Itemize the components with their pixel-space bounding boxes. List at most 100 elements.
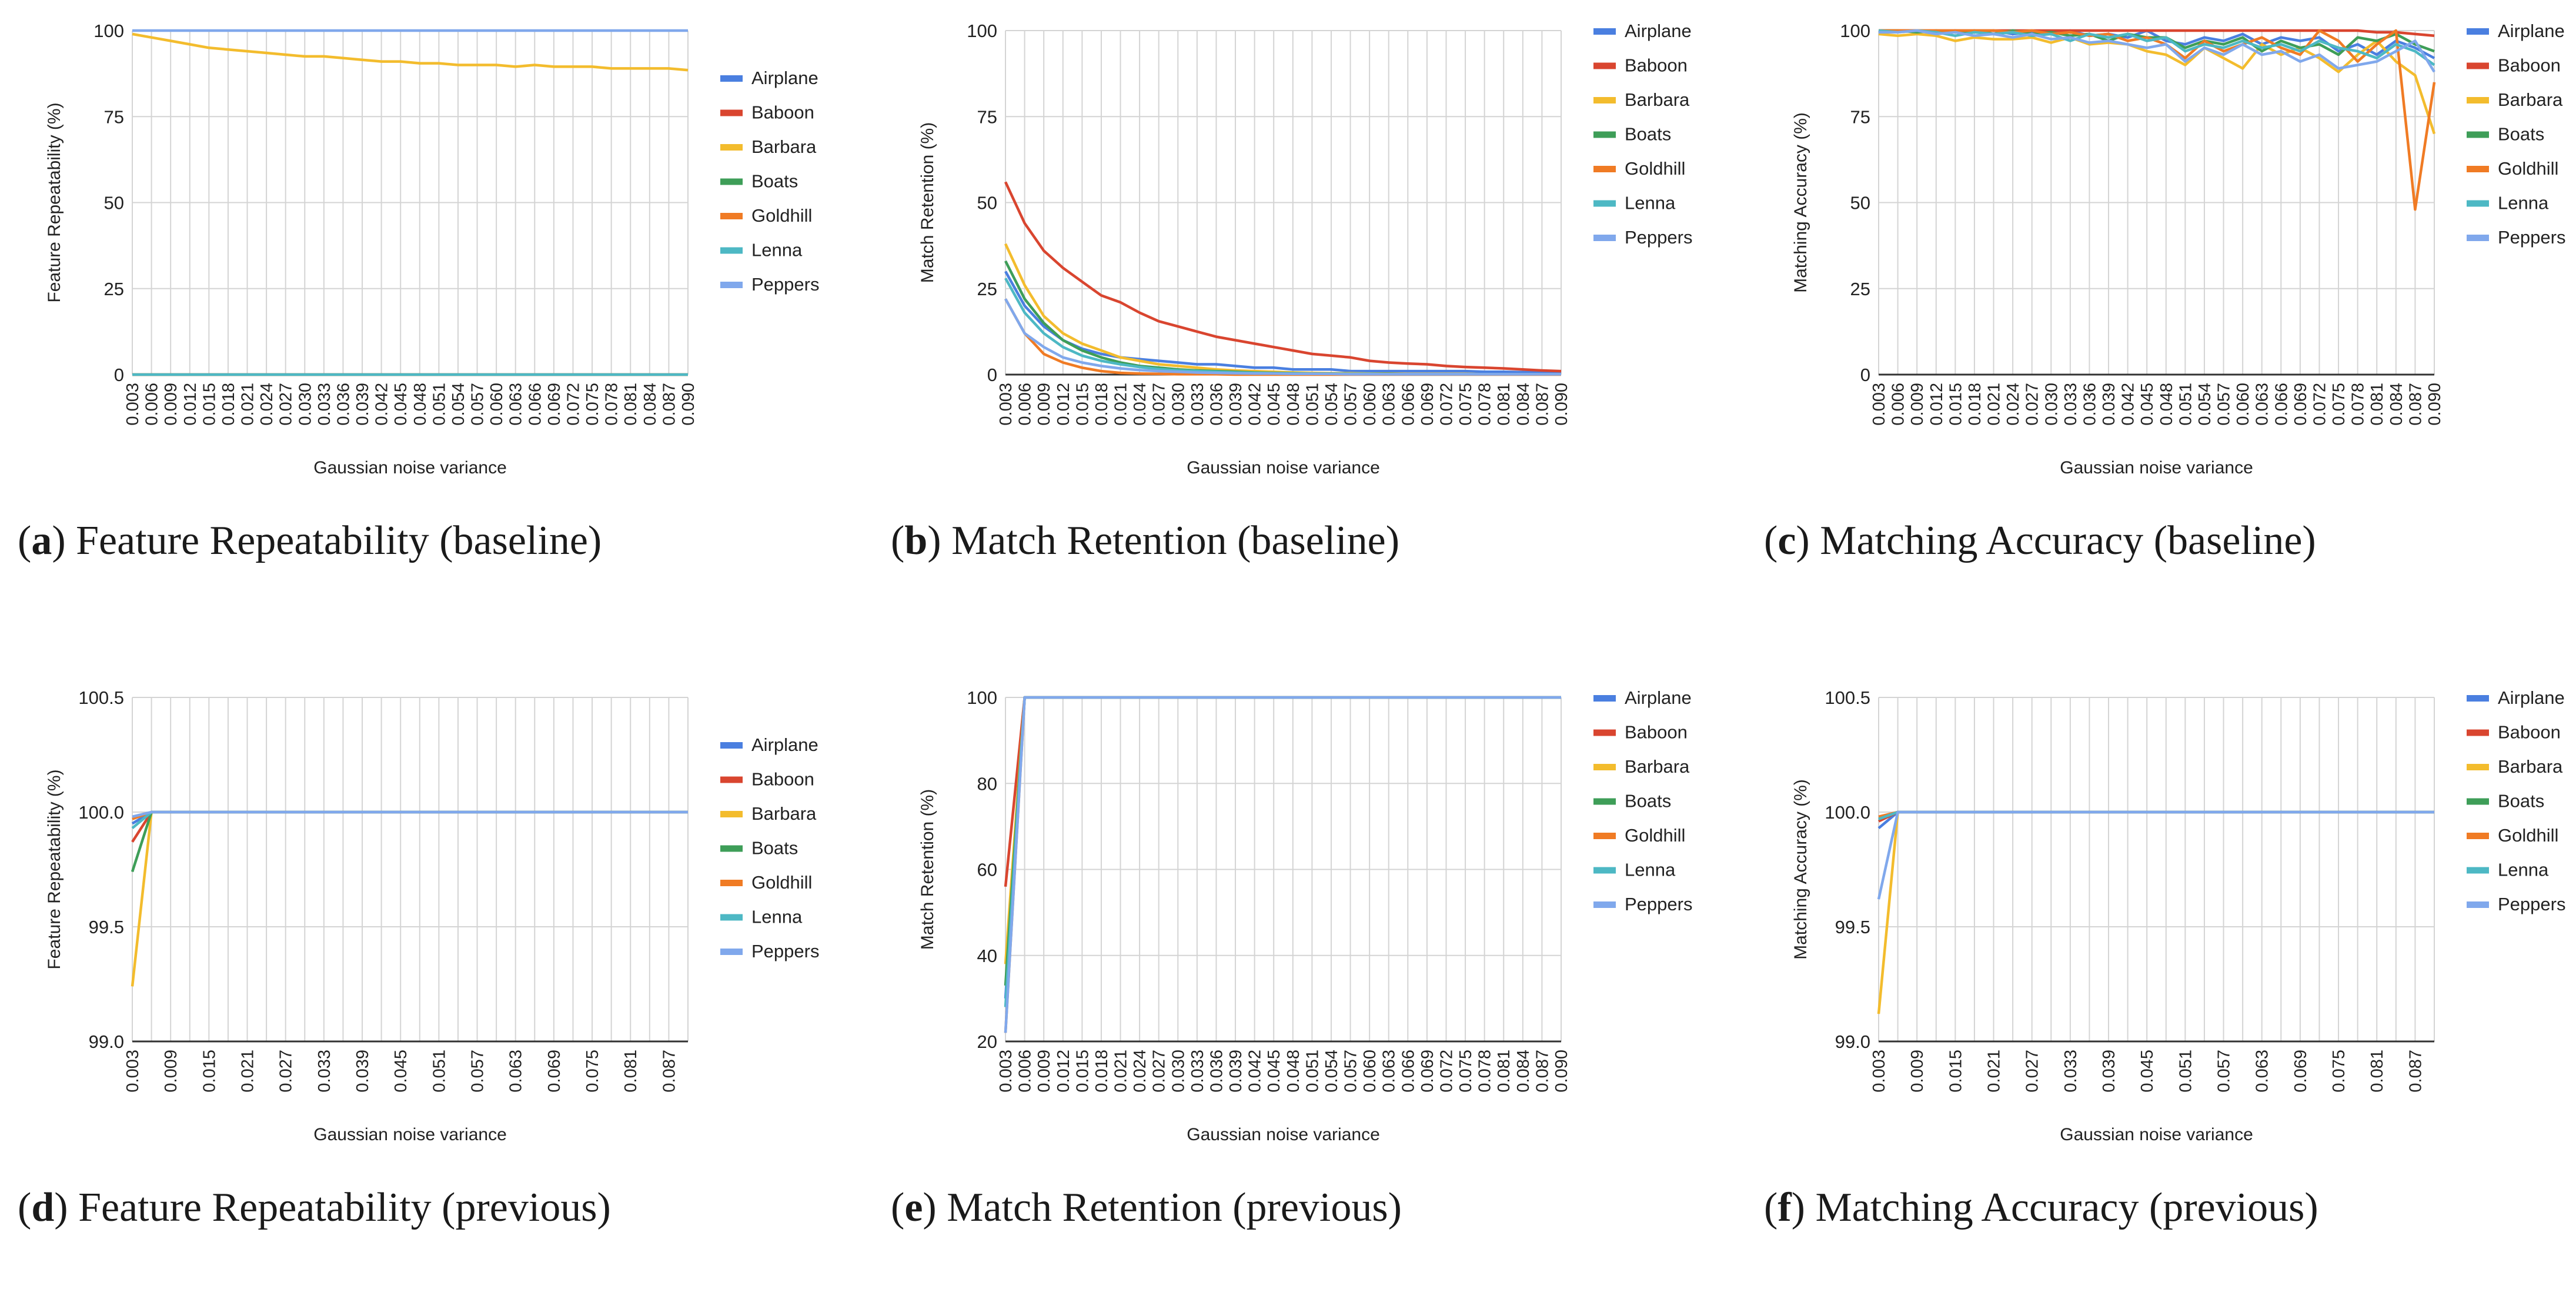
x-tick-label: 0.084 bbox=[1514, 1050, 1533, 1093]
legend-swatch-baboon bbox=[720, 109, 743, 116]
legend-swatch-peppers bbox=[2467, 901, 2489, 908]
x-tick-label: 0.018 bbox=[1092, 383, 1111, 426]
x-tick-label: 0.006 bbox=[143, 383, 162, 426]
x-tick-label: 0.030 bbox=[1169, 383, 1188, 426]
x-tick-label: 0.027 bbox=[2023, 1050, 2042, 1093]
y-tick-label: 25 bbox=[1850, 279, 1870, 299]
x-tick-label: 0.033 bbox=[2062, 383, 2080, 426]
series-line-airplane bbox=[131, 810, 688, 825]
x-tick-label: 0.063 bbox=[1380, 383, 1399, 426]
x-tick-label: 0.054 bbox=[1322, 1050, 1341, 1093]
x-tick-label: 0.090 bbox=[1552, 1050, 1571, 1093]
x-tick-label: 0.027 bbox=[1150, 1050, 1169, 1093]
series-line-boats bbox=[131, 810, 688, 873]
x-tick-label: 0.021 bbox=[239, 383, 258, 426]
x-tick-label: 0.003 bbox=[123, 383, 142, 426]
legend-label: Barbara bbox=[751, 136, 817, 157]
x-tick-label: 0.075 bbox=[2330, 1050, 2348, 1093]
legend-label: Barbara bbox=[1625, 89, 1690, 110]
legend-swatch-boats bbox=[2467, 131, 2489, 138]
x-tick-label: 0.057 bbox=[469, 383, 487, 426]
y-axis-title: Match Retention (%) bbox=[918, 789, 937, 950]
legend-swatch-airplane bbox=[2467, 28, 2489, 35]
legend-swatch-goldhill bbox=[1593, 166, 1616, 172]
x-tick-label: 0.081 bbox=[1495, 1050, 1513, 1093]
y-tick-label: 100.5 bbox=[78, 687, 124, 708]
x-tick-label: 0.087 bbox=[1533, 383, 1552, 426]
x-tick-label: 0.057 bbox=[1342, 383, 1361, 426]
legend-swatch-airplane bbox=[720, 75, 743, 82]
x-tick-label: 0.042 bbox=[2119, 383, 2138, 426]
x-tick-label: 0.039 bbox=[1227, 1050, 1245, 1093]
y-tick-label: 99.0 bbox=[89, 1031, 124, 1052]
x-tick-label: 0.066 bbox=[1399, 1050, 1418, 1093]
x-tick-label: 0.081 bbox=[2368, 383, 2387, 426]
series-line-boats bbox=[1004, 696, 1561, 986]
x-tick-label: 0.012 bbox=[1054, 383, 1073, 426]
y-tick-label: 100.5 bbox=[1825, 687, 1870, 708]
y-tick-label: 60 bbox=[977, 860, 997, 880]
x-tick-label: 0.066 bbox=[526, 383, 544, 426]
y-tick-label: 100 bbox=[967, 21, 997, 41]
x-tick-label: 0.081 bbox=[2368, 1050, 2387, 1093]
x-tick-label: 0.009 bbox=[1908, 1050, 1927, 1093]
x-axis-title: Gaussian noise variance bbox=[313, 458, 507, 477]
y-axis-title: Feature Repeatability (%) bbox=[45, 769, 64, 969]
x-tick-label: 0.015 bbox=[200, 1050, 219, 1093]
legend-label: Baboon bbox=[751, 102, 814, 123]
caption-d: (d) Feature Repeatability (previous) bbox=[18, 1185, 611, 1230]
legend-swatch-barbara bbox=[720, 811, 743, 817]
legend-swatch-lenna bbox=[720, 914, 743, 921]
x-tick-label: 0.081 bbox=[622, 1050, 640, 1093]
x-tick-label: 0.036 bbox=[2080, 383, 2099, 426]
series-line-airplane bbox=[1004, 696, 1561, 999]
y-tick-label: 25 bbox=[104, 279, 124, 299]
legend-label: Airplane bbox=[751, 68, 818, 88]
legend-swatch-barbara bbox=[720, 144, 743, 151]
y-tick-label: 20 bbox=[977, 1031, 997, 1052]
x-tick-label: 0.009 bbox=[162, 383, 181, 426]
y-tick-label: 25 bbox=[977, 279, 997, 299]
x-tick-label: 0.015 bbox=[1073, 383, 1092, 426]
series-line-airplane bbox=[1877, 810, 2434, 830]
x-tick-label: 0.033 bbox=[1188, 383, 1207, 426]
caption-text: Feature Repeatability (previous) bbox=[78, 1185, 611, 1230]
legend-label: Airplane bbox=[1625, 687, 1692, 708]
legend-label: Baboon bbox=[2498, 722, 2561, 743]
legend-label: Airplane bbox=[2498, 687, 2565, 708]
x-tick-label: 0.081 bbox=[622, 383, 640, 426]
panel-c: 0 25 50 75 100 0.003 0.006 0.009 0.012 0.015 0.018… bbox=[1746, 0, 2576, 632]
y-tick-label: 80 bbox=[977, 773, 997, 794]
x-tick-label: 0.057 bbox=[2215, 1050, 2234, 1093]
legend-swatch-peppers bbox=[720, 949, 743, 955]
series-line-baboon bbox=[1004, 696, 1561, 887]
caption-a: (a) Feature Repeatability (baseline) bbox=[18, 518, 602, 563]
y-tick-label: 0 bbox=[1860, 365, 1870, 385]
y-tick-label: 100 bbox=[967, 687, 997, 708]
legend-swatch-boats bbox=[720, 178, 743, 185]
x-tick-label: 0.015 bbox=[200, 383, 219, 426]
x-tick-label: 0.060 bbox=[2234, 383, 2253, 426]
x-tick-label: 0.063 bbox=[507, 383, 526, 426]
series-line-lenna bbox=[1004, 696, 1561, 1007]
x-axis-title: Gaussian noise variance bbox=[1187, 458, 1380, 477]
x-tick-label: 0.009 bbox=[162, 1050, 181, 1093]
y-axis-title: Matching Accuracy (%) bbox=[1791, 779, 1810, 960]
x-tick-label: 0.021 bbox=[1112, 383, 1131, 426]
caption-letter: c bbox=[1778, 518, 1796, 563]
legend-label: Baboon bbox=[1625, 722, 1688, 743]
chart-match-retention-previous: 20 40 60 80 100 0.003 0.006 0.009 0.012 0.015 0.01… bbox=[918, 687, 1692, 1144]
y-tick-label: 99.0 bbox=[1835, 1031, 1870, 1052]
series-line-peppers bbox=[1877, 810, 2434, 900]
legend-swatch-lenna bbox=[1593, 867, 1616, 874]
legend-label: Barbara bbox=[2498, 89, 2563, 110]
x-tick-label: 0.078 bbox=[1476, 383, 1495, 426]
x-tick-label: 0.087 bbox=[660, 1050, 679, 1093]
series-line-lenna bbox=[1878, 29, 2435, 66]
x-tick-label: 0.048 bbox=[1284, 383, 1303, 426]
legend-label: Airplane bbox=[751, 734, 818, 755]
legend-swatch-boats bbox=[720, 845, 743, 852]
series-line-barbara bbox=[131, 810, 688, 987]
x-tick-label: 0.033 bbox=[2062, 1050, 2080, 1093]
y-tick-label: 0 bbox=[987, 365, 997, 385]
